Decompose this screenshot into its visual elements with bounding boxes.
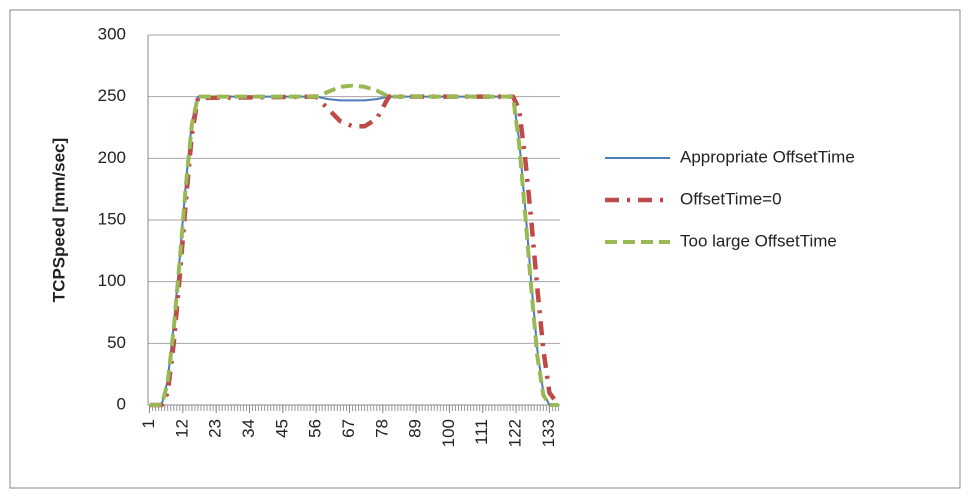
x-tick-label: 1 — [139, 419, 158, 428]
y-tick-label: 300 — [98, 24, 126, 43]
y-tick-label: 250 — [98, 86, 126, 105]
x-tick-label: 89 — [406, 419, 425, 438]
x-tick-label: 34 — [239, 419, 258, 438]
x-tick-label: 100 — [439, 419, 458, 447]
x-tick-label: 45 — [272, 419, 291, 438]
x-tick-label: 78 — [372, 419, 391, 438]
y-tick-label: 0 — [117, 394, 126, 413]
x-tick-label: 133 — [539, 419, 558, 447]
x-tick-label: 111 — [472, 419, 491, 445]
legend-label: Appropriate OffsetTime — [680, 147, 855, 166]
legend-label: OffsetTime=0 — [680, 189, 782, 208]
x-tick-label: 23 — [206, 419, 225, 438]
y-axis-label: TCPSpeed [mm/sec] — [49, 138, 68, 302]
chart-frame — [9, 9, 961, 489]
x-tick-label: 67 — [339, 419, 358, 438]
legend-label: Too large OffsetTime — [680, 231, 837, 250]
y-tick-label: 100 — [98, 271, 126, 290]
x-tick-label: 12 — [172, 419, 191, 438]
series-line — [149, 83, 559, 407]
y-tick-label: 150 — [98, 209, 126, 228]
y-tick-label: 200 — [98, 148, 126, 167]
x-tick-label: 122 — [506, 419, 525, 447]
y-tick-label: 50 — [107, 333, 126, 352]
x-tick-label: 56 — [306, 419, 325, 438]
